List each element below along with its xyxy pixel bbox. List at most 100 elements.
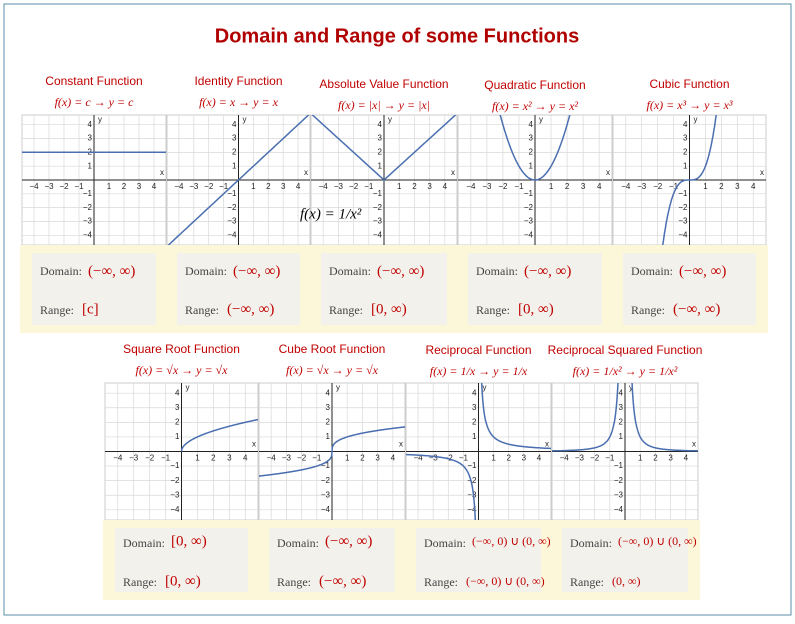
function-formula: f(x) = x³ → y = x³ — [646, 98, 732, 112]
x-tick-label: −2 — [349, 182, 359, 191]
y-tick-label: 2 — [619, 417, 624, 426]
y-tick-label: 4 — [529, 120, 534, 129]
curve — [499, 115, 571, 181]
y-tick-label: −2 — [467, 476, 477, 485]
y-tick-label: −1 — [170, 461, 180, 470]
y-tick-label: 4 — [232, 120, 237, 129]
x-tick-label: 2 — [719, 182, 724, 191]
function-formula: f(x) = √x → y = √x — [136, 363, 229, 377]
y-axis-label: y — [694, 115, 698, 124]
info-inner — [32, 253, 156, 325]
x-axis-label: x — [304, 168, 308, 177]
y-tick-label: −2 — [321, 476, 331, 485]
x-tick-label: −2 — [297, 454, 307, 463]
x-tick-label: −4 — [319, 182, 329, 191]
y-tick-label: 1 — [88, 161, 93, 170]
range-value: (−∞, ∞) — [227, 301, 274, 317]
range-label: Range: — [185, 303, 219, 317]
x-tick-label: −4 — [174, 182, 184, 191]
x-tick-label: 2 — [122, 182, 127, 191]
x-axis-label: x — [252, 440, 256, 449]
x-axis-label: x — [451, 168, 455, 177]
title: Domain and Range of some Functions — [215, 25, 579, 47]
range-label: Range: — [424, 575, 458, 589]
curve — [311, 115, 457, 182]
domain-value: (−∞, ∞) — [88, 263, 135, 279]
curve — [259, 426, 405, 477]
domain-value: (−∞, ∞) — [377, 263, 424, 279]
y-tick-label: 3 — [232, 134, 237, 143]
y-tick-label: −2 — [83, 203, 93, 212]
y-tick-label: −4 — [678, 230, 688, 239]
y-tick-label: −4 — [373, 230, 383, 239]
domain-label: Domain: — [329, 264, 371, 278]
y-tick-label: −1 — [83, 189, 93, 198]
x-tick-label: 4 — [751, 182, 756, 191]
y-tick-label: 4 — [472, 388, 477, 397]
y-tick-label: −1 — [227, 189, 237, 198]
x-tick-label: 1 — [638, 454, 643, 463]
x-tick-label: −4 — [466, 182, 476, 191]
x-axis-label: x — [160, 168, 164, 177]
function-name: Constant Function — [45, 74, 142, 88]
x-tick-label: 1 — [549, 182, 554, 191]
x-tick-label: 3 — [668, 454, 673, 463]
y-tick-label: 2 — [326, 417, 331, 426]
y-axis-label: y — [336, 383, 340, 392]
y-tick-label: 1 — [529, 161, 534, 170]
y-axis-label: y — [243, 115, 247, 124]
x-tick-label: −1 — [364, 182, 374, 191]
range-value: [0, ∞) — [371, 301, 407, 317]
info-inner — [115, 528, 248, 592]
x-tick-label: −1 — [219, 182, 229, 191]
domain-label: Domain: — [185, 264, 227, 278]
x-tick-label: 2 — [565, 182, 570, 191]
y-tick-label: −2 — [170, 476, 180, 485]
y-tick-label: 4 — [619, 388, 624, 397]
x-tick-label: 4 — [537, 454, 542, 463]
y-tick-label: 2 — [472, 417, 477, 426]
y-tick-label: −3 — [524, 217, 534, 226]
range-label: Range: — [123, 575, 157, 589]
y-tick-label: 4 — [683, 120, 688, 129]
x-tick-label: 2 — [506, 454, 511, 463]
y-tick-label: 3 — [378, 134, 383, 143]
x-tick-label: 3 — [227, 454, 232, 463]
x-tick-label: −3 — [429, 454, 439, 463]
x-tick-label: −2 — [59, 182, 69, 191]
y-tick-label: 1 — [472, 432, 477, 441]
x-tick-label: −1 — [459, 454, 469, 463]
y-tick-label: −1 — [467, 461, 477, 470]
y-tick-label: 3 — [472, 403, 477, 412]
x-tick-label: −1 — [514, 182, 524, 191]
y-tick-label: −4 — [467, 505, 477, 514]
function-name: Square Root Function — [123, 342, 240, 356]
x-tick-label: −2 — [498, 182, 508, 191]
y-tick-label: −1 — [321, 461, 331, 470]
y-tick-label: −2 — [614, 476, 624, 485]
x-tick-label: 1 — [251, 182, 256, 191]
range-label: Range: — [631, 303, 665, 317]
x-tick-label: −3 — [637, 182, 647, 191]
domain-label: Domain: — [631, 264, 673, 278]
x-tick-label: −3 — [129, 454, 139, 463]
domain-label: Domain: — [570, 536, 612, 550]
range-label: Range: — [570, 575, 604, 589]
curve — [662, 115, 717, 245]
x-tick-label: −3 — [44, 182, 54, 191]
y-tick-label: −3 — [83, 217, 93, 226]
y-tick-label: −3 — [614, 490, 624, 499]
domain-value: (−∞, ∞) — [325, 533, 372, 549]
x-tick-label: 3 — [281, 182, 286, 191]
function-name: Reciprocal Squared Function — [548, 343, 703, 357]
domain-label: Domain: — [277, 536, 319, 550]
curve — [406, 383, 551, 520]
range-label: Range: — [329, 303, 363, 317]
y-tick-label: −3 — [678, 217, 688, 226]
x-tick-label: −3 — [482, 182, 492, 191]
x-tick-label: 3 — [427, 182, 432, 191]
x-tick-label: −2 — [653, 182, 663, 191]
y-tick-label: −2 — [373, 203, 383, 212]
x-tick-label: 2 — [360, 454, 365, 463]
y-tick-label: 2 — [378, 147, 383, 156]
